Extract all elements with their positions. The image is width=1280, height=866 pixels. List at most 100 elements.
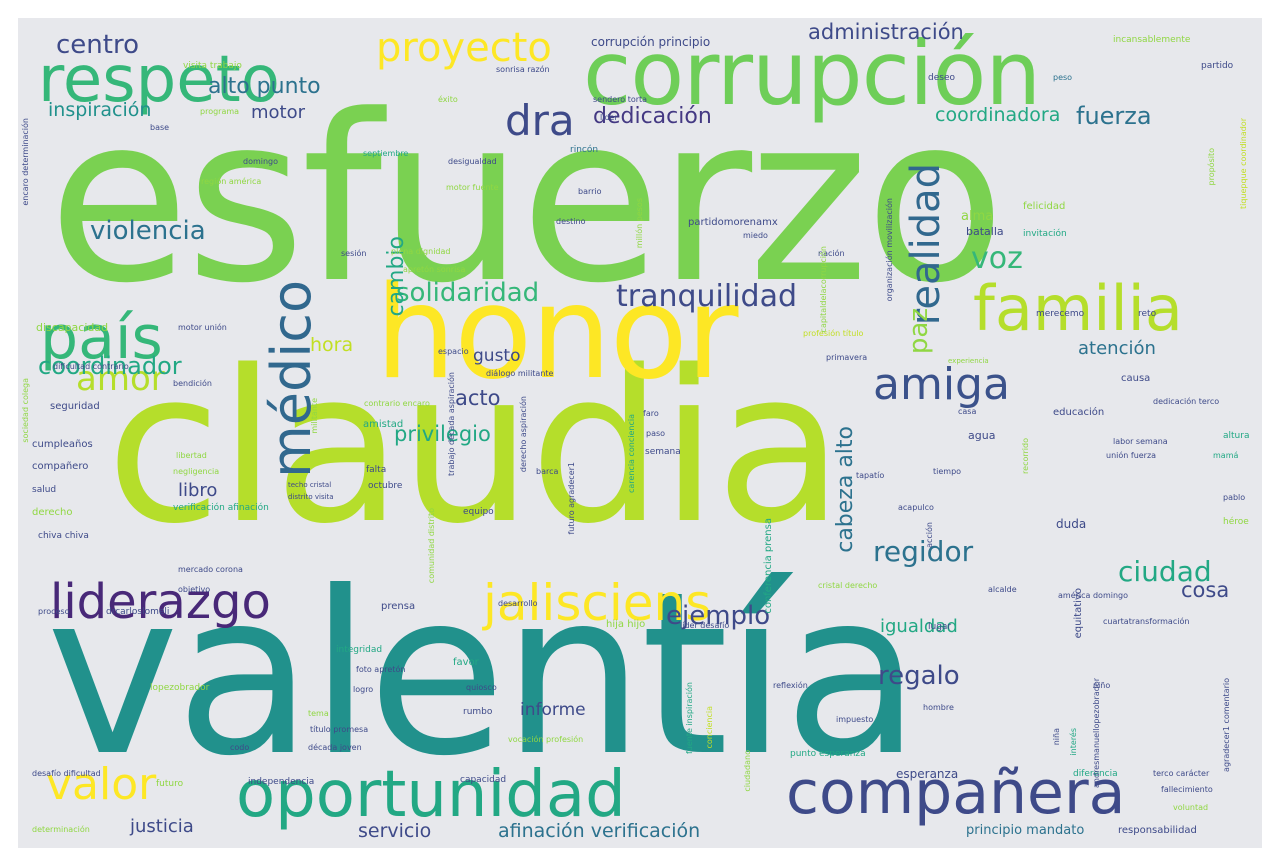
cloud-word: codo bbox=[230, 743, 250, 752]
cloud-word: felicidad bbox=[1023, 201, 1066, 212]
cloud-word: libro bbox=[178, 480, 218, 501]
cloud-word: contrario encaro bbox=[364, 399, 430, 408]
cloud-word: liderazgo bbox=[50, 574, 271, 630]
cloud-word: acapulco bbox=[898, 503, 934, 512]
cloud-word: bendición bbox=[173, 379, 212, 388]
cloud-word: logro bbox=[353, 685, 374, 694]
cloud-word: acción bbox=[925, 522, 934, 548]
cloud-word: semana bbox=[645, 447, 681, 457]
cloud-word: líder bbox=[600, 113, 618, 122]
cloud-word: favor bbox=[453, 657, 479, 668]
cloud-word: encaro determinación bbox=[21, 118, 30, 206]
cloud-word: valentía bbox=[46, 544, 921, 806]
cloud-word: violencia bbox=[90, 216, 206, 246]
cloud-word: partido bbox=[1201, 61, 1234, 71]
cloud-word: batalla bbox=[966, 225, 1004, 238]
cloud-word: base bbox=[150, 123, 170, 132]
cloud-word: privilegio bbox=[394, 422, 491, 446]
cloud-word: voz bbox=[971, 241, 1023, 276]
cloud-word: tema bbox=[308, 709, 329, 718]
cloud-word: techo cristal bbox=[288, 481, 332, 489]
cloud-word: determinación bbox=[32, 825, 90, 834]
cloud-word: amiga bbox=[873, 359, 1010, 410]
cloud-word: región américa bbox=[201, 177, 262, 186]
cloud-word: merecemo bbox=[1036, 309, 1085, 319]
cloud-word: mamá bbox=[1213, 451, 1239, 460]
cloud-word: visita trabajo bbox=[183, 61, 242, 71]
cloud-word: agua bbox=[968, 429, 996, 442]
cloud-word: altura bbox=[1223, 431, 1250, 441]
cloud-word: coordinadora bbox=[935, 104, 1061, 126]
cloud-word: andresmanuellopezobrador bbox=[1092, 678, 1101, 788]
cloud-word: paz bbox=[904, 308, 934, 355]
cloud-word: millón pesos bbox=[635, 198, 644, 249]
cloud-word: regalo bbox=[878, 661, 960, 691]
cloud-word: servicio bbox=[358, 820, 432, 842]
cloud-word: unión fuerza bbox=[1106, 451, 1157, 460]
cloud-word: integridad bbox=[336, 645, 383, 655]
cloud-word: amor bbox=[76, 359, 165, 399]
cloud-word: distrito visita bbox=[288, 493, 334, 501]
cloud-word: propósito bbox=[1207, 148, 1216, 186]
cloud-word: seguridad bbox=[50, 401, 100, 412]
cloud-word: reto bbox=[1138, 309, 1157, 319]
cloud-word: paso bbox=[646, 429, 666, 438]
cloud-word: rumbo bbox=[463, 707, 493, 717]
cloud-word: espacio bbox=[438, 347, 469, 356]
cloud-word: deseo bbox=[928, 73, 955, 83]
cloud-word: motor unión bbox=[178, 323, 227, 332]
cloud-word: verificación afinación bbox=[173, 503, 269, 513]
cloud-word: cabeza alto bbox=[833, 426, 858, 553]
cloud-word: motor fuente bbox=[446, 183, 499, 192]
cloud-word: foto apretón bbox=[356, 665, 406, 674]
cloud-word: incansablemente bbox=[1113, 35, 1191, 45]
cloud-word: atención bbox=[1078, 338, 1156, 359]
cloud-word: septiembre bbox=[363, 149, 409, 158]
cloud-word: capitaldelacorrupción bbox=[819, 246, 828, 333]
cloud-word: igualdad bbox=[880, 616, 958, 637]
cloud-word: dedicación terco bbox=[1153, 397, 1220, 406]
cloud-word: voluntad bbox=[1173, 803, 1209, 812]
cloud-word: organización movilización bbox=[885, 198, 894, 302]
cloud-word: valor bbox=[46, 759, 157, 810]
cloud-word: agradecer1 comentario bbox=[1222, 678, 1231, 772]
cloud-word: proyecto bbox=[376, 25, 552, 71]
word-cloud: esfuerzo claudia valentía honor corrupci… bbox=[18, 18, 1262, 848]
cloud-word: fuerza bbox=[1076, 102, 1152, 130]
cloud-word: interés bbox=[1069, 728, 1078, 756]
cloud-word: éxito bbox=[438, 95, 458, 104]
cloud-word: acto bbox=[455, 386, 501, 410]
cloud-word: falta bbox=[366, 465, 387, 475]
cloud-word: desafío dificultad bbox=[32, 769, 101, 778]
cloud-word: hija hijo bbox=[606, 619, 646, 630]
cloud-word: invitación bbox=[1023, 229, 1067, 239]
cloud-word: desigualdad bbox=[448, 157, 497, 166]
cloud-word: solidaridad bbox=[396, 278, 540, 308]
cloud-word: trabajo década aspiración bbox=[447, 372, 456, 476]
cloud-word: administración bbox=[808, 20, 964, 44]
cloud-word: sonrisa razón bbox=[496, 65, 550, 74]
cloud-word: década joven bbox=[308, 743, 362, 752]
cloud-word: mercado corona bbox=[178, 565, 243, 574]
cloud-word: cuartatransformación bbox=[1103, 617, 1190, 626]
cloud-word: alto punto bbox=[208, 74, 321, 99]
cloud-word: conferencia prensa bbox=[763, 518, 774, 614]
cloud-word: principio mandato bbox=[966, 823, 1085, 838]
cloud-word: experiencia bbox=[948, 357, 989, 365]
cloud-word: impuesto bbox=[836, 715, 874, 724]
cloud-word: cumpleaños bbox=[32, 439, 93, 450]
cloud-word: reflexión bbox=[773, 681, 808, 690]
cloud-word: alcalde bbox=[988, 585, 1017, 594]
cloud-word: justicia bbox=[130, 816, 194, 837]
cloud-word: diferencia bbox=[1073, 769, 1118, 779]
cloud-word: sesión bbox=[341, 249, 367, 258]
cloud-word: hombre bbox=[923, 703, 954, 712]
cloud-word: salud bbox=[32, 485, 57, 495]
cloud-word: fallecimiento bbox=[1161, 785, 1213, 794]
cloud-word: domingo bbox=[243, 157, 279, 166]
cloud-word: corrupción principio bbox=[591, 35, 711, 49]
cloud-word: realidad bbox=[903, 163, 949, 326]
cloud-word: apretón sonrisa bbox=[403, 265, 466, 274]
cloud-word: vocación profesión bbox=[508, 735, 584, 744]
cloud-word: ciudad bbox=[1118, 555, 1212, 588]
